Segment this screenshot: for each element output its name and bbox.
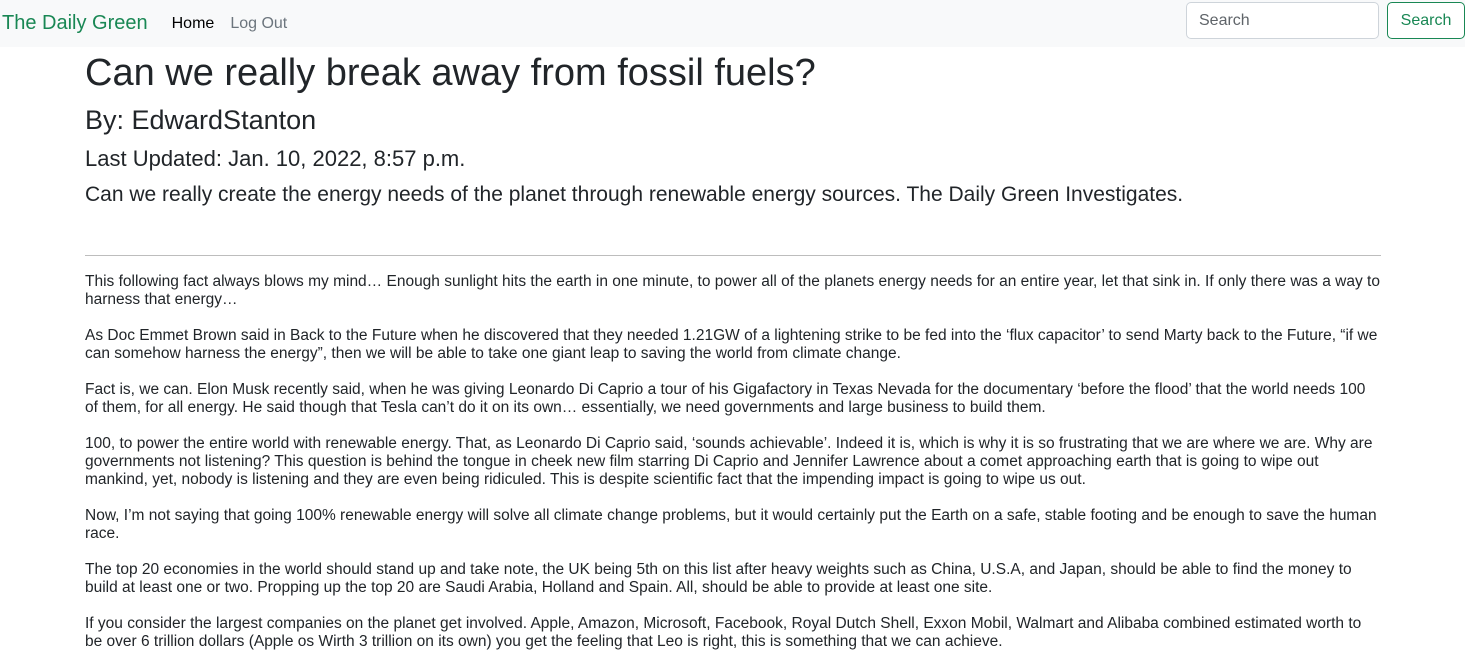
article-paragraph: Now, I’m not saying that going 100% rene… (85, 507, 1377, 542)
article-container: Can we really break away from fossil fue… (85, 47, 1381, 669)
article-summary: Can we really create the energy needs of… (85, 183, 1184, 206)
article-paragraph: The top 20 economies in the world should… (85, 561, 1352, 596)
article-paragraph: As Doc Emmet Brown said in Back to the F… (85, 327, 1378, 362)
article-divider (85, 255, 1381, 256)
article-body: This following fact always blows my mind… (85, 273, 1381, 651)
article-title: Can we really break away from fossil fue… (85, 52, 816, 94)
nav-home-link[interactable]: Home (171, 14, 215, 32)
article-paragraph: If you consider the largest companies on… (85, 615, 1362, 650)
article-paragraph: 100, to power the entire world with rene… (85, 435, 1373, 488)
search-button[interactable]: Search (1387, 2, 1465, 39)
brand-link[interactable]: The Daily Green (2, 12, 148, 34)
navbar: The Daily Green Home Log Out Search (0, 0, 1465, 47)
article-paragraph: This following fact always blows my mind… (85, 273, 1380, 308)
nav-logout-link[interactable]: Log Out (230, 14, 288, 32)
search-form: Search (1186, 2, 1465, 39)
article-byline: By: EdwardStanton (85, 105, 317, 135)
article-paragraph: Fact is, we can. Elon Musk recently said… (85, 381, 1366, 416)
article-last-updated: Last Updated: Jan. 10, 2022, 8:57 p.m. (85, 146, 466, 171)
search-input[interactable] (1186, 2, 1379, 39)
